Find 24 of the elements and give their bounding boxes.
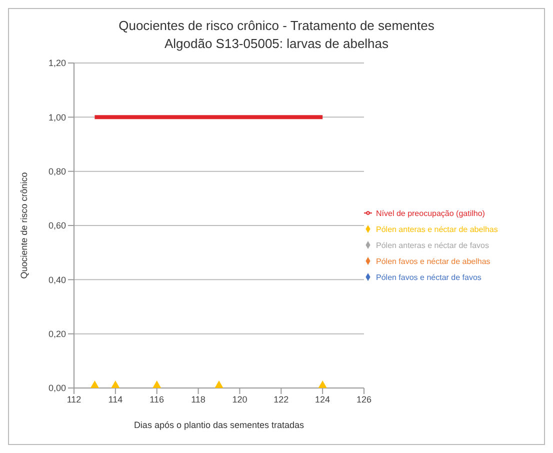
x-axis-title: Dias após o plantio das sementes tratadas	[134, 420, 305, 430]
x-tick-label: 118	[191, 394, 206, 404]
x-tick-label: 124	[315, 394, 330, 404]
legend-label: Pólen anteras e néctar de favos	[376, 240, 489, 250]
chart-title: Quocientes de risco crônico - Tratamento de sementes	[118, 17, 436, 35]
y-tick-label: 0,00	[48, 383, 66, 394]
legend-label: Nível de preocupação (gatilho)	[376, 208, 485, 218]
y-tick-label: 1,00	[48, 112, 66, 122]
y-tick-label: 0,40	[48, 274, 66, 285]
x-tick-label: 126	[356, 394, 372, 404]
x-tick-label: 116	[150, 394, 164, 404]
y-tick-label: 0,60	[48, 220, 66, 231]
x-tick-label: 112	[66, 394, 82, 404]
y-axis-title: Quociente de risco crônico	[19, 172, 30, 279]
y-tick-label: 1,20	[48, 58, 66, 68]
y-tick-label: 0,80	[48, 166, 66, 177]
chart-subtitle: Algodão S13-05005: larvas de abelhas	[163, 35, 390, 53]
legend-label: Pólen favos e néctar de abelhas	[376, 256, 490, 266]
legend-label: Pólen favos e néctar de favos	[376, 272, 482, 282]
y-tick-label: 0,20	[48, 329, 66, 340]
x-tick-label: 120	[232, 394, 248, 404]
x-tick-label: 122	[274, 394, 289, 404]
legend-label: Pólen anteras e néctar de abelhas	[376, 224, 498, 234]
x-tick-label: 114	[108, 394, 123, 404]
